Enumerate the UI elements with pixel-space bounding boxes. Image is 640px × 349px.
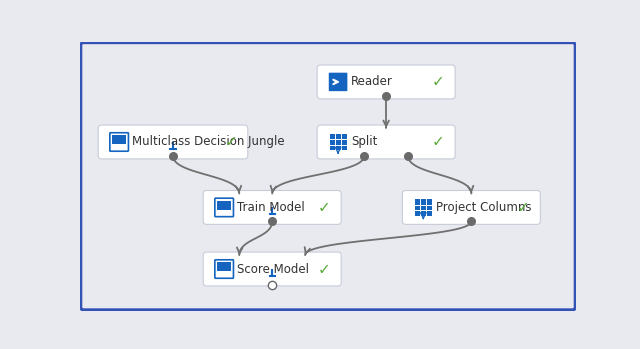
Text: ✓: ✓ [431, 134, 444, 149]
FancyBboxPatch shape [215, 260, 234, 278]
Text: ✓: ✓ [517, 200, 530, 215]
Text: Project Columns: Project Columns [436, 201, 532, 214]
FancyBboxPatch shape [98, 125, 248, 159]
Text: Train Model: Train Model [237, 201, 305, 214]
FancyBboxPatch shape [317, 65, 455, 99]
FancyBboxPatch shape [204, 252, 341, 286]
Text: ✓: ✓ [225, 134, 237, 149]
Text: Reader: Reader [351, 75, 393, 88]
FancyBboxPatch shape [317, 125, 455, 159]
FancyBboxPatch shape [217, 262, 231, 272]
FancyBboxPatch shape [217, 200, 231, 210]
FancyBboxPatch shape [215, 198, 234, 217]
FancyBboxPatch shape [403, 191, 540, 224]
FancyBboxPatch shape [204, 191, 341, 224]
FancyBboxPatch shape [112, 135, 126, 144]
Text: ✓: ✓ [317, 200, 330, 215]
FancyBboxPatch shape [329, 73, 348, 91]
FancyBboxPatch shape [110, 133, 129, 151]
FancyBboxPatch shape [81, 43, 575, 310]
Text: ✓: ✓ [317, 261, 330, 276]
FancyBboxPatch shape [330, 134, 347, 150]
Text: Score Model: Score Model [237, 262, 309, 275]
FancyBboxPatch shape [415, 199, 432, 216]
Text: Split: Split [351, 135, 378, 148]
Text: Multiclass Decision Jungle: Multiclass Decision Jungle [132, 135, 285, 148]
Text: ✓: ✓ [431, 74, 444, 89]
